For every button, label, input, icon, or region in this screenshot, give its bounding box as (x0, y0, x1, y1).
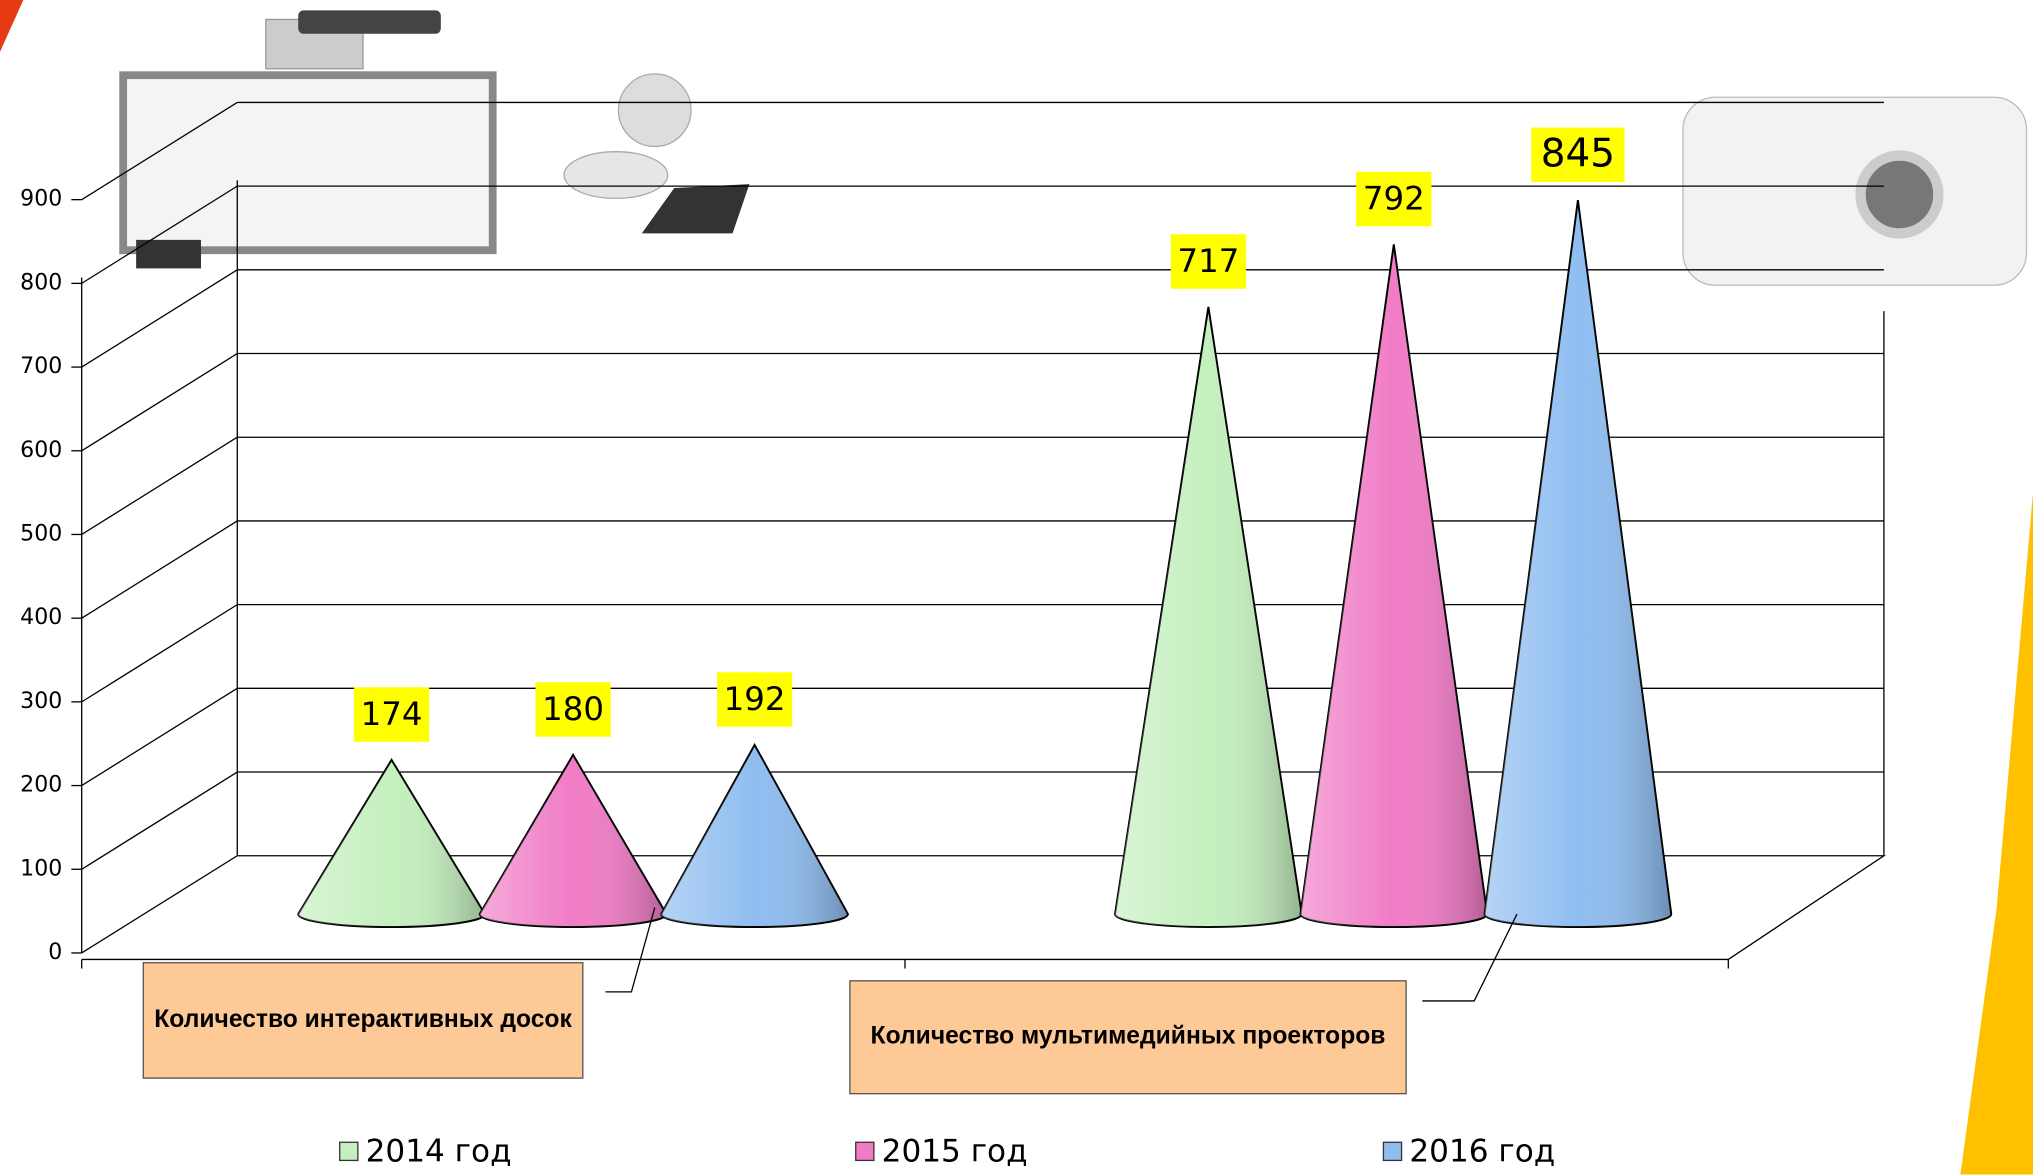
legend-swatch (1382, 1141, 1403, 1162)
category-label: Количество интерактивных досок (142, 962, 584, 1079)
value-label-bg (353, 687, 430, 742)
value-label: 845 (1541, 132, 1615, 177)
legend-label: 2016 год (1409, 1134, 1555, 1170)
y-tick-label: 200 (20, 773, 62, 798)
value-label: 717 (1177, 242, 1239, 280)
grid-line (81, 520, 238, 619)
corner-decor (0, 0, 24, 52)
cone-shade (1300, 244, 1488, 928)
y-tick-label: 500 (20, 521, 62, 546)
cone-shade (1115, 306, 1302, 928)
legend-label: 2014 год (366, 1134, 512, 1170)
y-tick-label: 800 (20, 270, 62, 295)
y-tick-label: 900 (20, 187, 62, 212)
legend-swatch (855, 1141, 875, 1162)
grid-line (81, 269, 238, 368)
cone-shade (661, 744, 848, 928)
projector-image (1682, 96, 2028, 286)
grid-line (81, 687, 238, 787)
leader-line (605, 907, 656, 993)
value-label: 192 (724, 680, 786, 718)
y-tick-label: 400 (20, 605, 62, 630)
y-tick-label: 100 (20, 856, 62, 881)
cone-shade (298, 759, 485, 928)
y-tick-label: 300 (20, 689, 62, 714)
category-label: Количество мультимедийных проекторов (849, 980, 1407, 1095)
value-label: 180 (542, 690, 604, 728)
figure-image (563, 73, 750, 234)
value-label: 792 (1363, 179, 1425, 217)
legend-swatch (339, 1141, 359, 1162)
value-label-bg (1356, 171, 1432, 227)
side-decor (1960, 492, 2033, 1175)
y-tick-label: 0 (48, 940, 62, 965)
grid-line (81, 185, 238, 284)
grid-line (81, 771, 238, 870)
grid-line (81, 436, 238, 536)
floor (81, 855, 1887, 960)
grid-line (81, 604, 238, 703)
grid-line (81, 101, 238, 201)
value-label: 174 (361, 695, 423, 733)
legend-label: 2015 год (882, 1134, 1028, 1170)
y-tick-label: 700 (20, 354, 62, 379)
value-label-bg (535, 682, 611, 737)
value-label-bg (1531, 127, 1625, 183)
value-label-bg (716, 672, 793, 727)
y-tick-label: 600 (20, 438, 62, 463)
cone-shade (479, 754, 667, 928)
leader-line (1422, 913, 1518, 1002)
grid-line (81, 352, 238, 452)
whiteboard-image (119, 10, 497, 269)
value-label-bg (1170, 234, 1246, 289)
cone-shade (1484, 200, 1672, 928)
